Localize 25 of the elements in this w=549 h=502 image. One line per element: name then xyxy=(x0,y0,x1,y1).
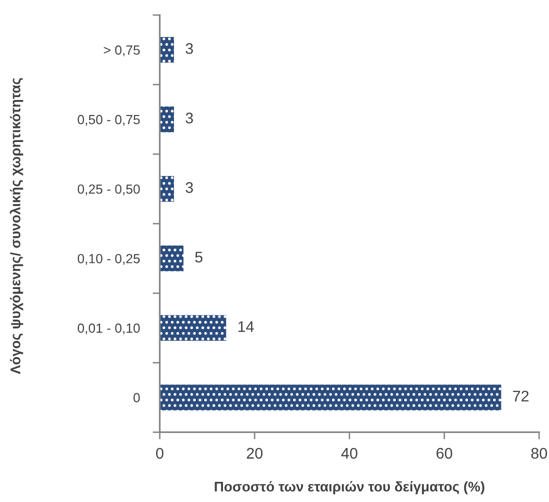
bar xyxy=(160,246,184,272)
bar xyxy=(160,315,226,341)
y-tick-label: 0,01 - 0,10 xyxy=(78,324,140,334)
data-label: 3 xyxy=(186,43,193,54)
x-tick-label: 20 xyxy=(246,448,262,459)
y-tick-label: > 0,75 xyxy=(104,45,140,56)
x-tick-label: 60 xyxy=(436,448,452,459)
x-tick-label: 40 xyxy=(341,448,358,459)
x-tick-label: 0 xyxy=(156,448,164,459)
bar xyxy=(160,106,174,132)
y-axis-title: Λόγος ψυχόμενης/ συνολικής χωρητικότητας xyxy=(10,78,24,374)
data-label: 14 xyxy=(238,321,254,332)
y-tick-label: 0 xyxy=(133,393,140,402)
x-tick-label: 80 xyxy=(531,448,548,459)
data-label: 3 xyxy=(186,112,193,124)
data-label: 72 xyxy=(513,390,529,402)
data-label: 5 xyxy=(195,252,202,263)
y-tick-label: 0,10 - 0,25 xyxy=(78,254,140,265)
data-label: 3 xyxy=(186,182,193,193)
bar xyxy=(160,36,174,63)
y-tick-label: 0,50 - 0,75 xyxy=(78,114,140,126)
bar xyxy=(160,384,502,410)
x-axis-title: Ποσοστό των εταιριών του δείγματος (%) xyxy=(214,481,484,494)
bar xyxy=(160,176,174,202)
y-tick-label: 0,25 - 0,50 xyxy=(78,184,140,196)
